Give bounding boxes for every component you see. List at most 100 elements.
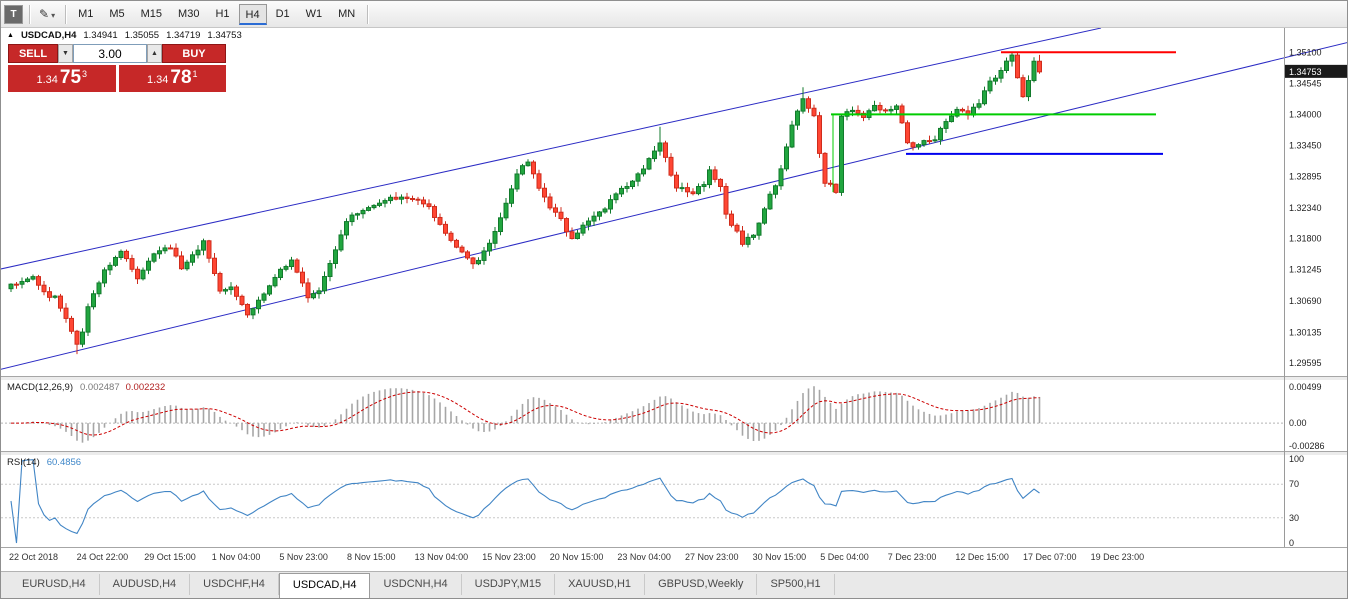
volume-increase-button[interactable]: ▲ bbox=[147, 44, 162, 63]
buy-button[interactable]: BUY bbox=[162, 44, 226, 63]
main-pane-svg[interactable]: 1.35100 1.34545 1.34000 1.33450 1.32895 1.323… bbox=[1, 28, 1348, 376]
timeframe-M15[interactable]: M15 bbox=[134, 4, 169, 25]
macd-axis-zero: 0.00 bbox=[1289, 418, 1307, 428]
timeframe-D1[interactable]: D1 bbox=[269, 4, 297, 25]
price-axis-label: 1.29595 bbox=[1289, 358, 1322, 368]
timeframe-buttons: M1 M5 M15 M30 H1 H4 D1 W1 MN bbox=[70, 1, 363, 28]
timeframe-MN[interactable]: MN bbox=[331, 4, 362, 25]
high-value: 1.35055 bbox=[124, 30, 160, 41]
macd-label: MACD(12,26,9) 0.002487 0.002232 bbox=[7, 382, 165, 393]
rsi-axis-label: 100 bbox=[1289, 455, 1304, 464]
time-label: 27 Nov 23:00 bbox=[685, 552, 739, 562]
time-label: 5 Nov 23:00 bbox=[279, 552, 328, 562]
pane-separator[interactable] bbox=[1, 376, 1347, 380]
tab-USDCHF,H4[interactable]: USDCHF,H4 bbox=[190, 574, 279, 595]
current-price-badge bbox=[1285, 64, 1347, 78]
toolbar-separator bbox=[29, 4, 30, 24]
macd-pane-svg[interactable]: 0.00499 0.00 -0.00286 bbox=[1, 380, 1348, 451]
low-value: 1.34719 bbox=[166, 30, 201, 41]
timeframe-H1[interactable]: H1 bbox=[208, 4, 236, 25]
drawing-tools-button[interactable]: ✎ ▾ bbox=[34, 5, 60, 24]
ask-pip-digit: 1 bbox=[192, 69, 198, 79]
close-value: 1.34753 bbox=[207, 30, 242, 41]
macd-axis-top: 0.00499 bbox=[1289, 382, 1322, 392]
bid-big-digits: 75 bbox=[59, 67, 82, 88]
chart-ohlc-header: ▲ USDCAD,H4 1.34941 1.35055 1.34719 1.34… bbox=[7, 30, 242, 41]
price-axis-label: 1.30690 bbox=[1289, 296, 1322, 306]
chart-bottom-line bbox=[1, 547, 1347, 548]
tab-USDJPY,M15[interactable]: USDJPY,M15 bbox=[462, 574, 556, 595]
rsi-label: RSI(14) 60.4856 bbox=[7, 457, 81, 468]
pane-separator[interactable] bbox=[1, 451, 1347, 455]
rsi-name: RSI(14) bbox=[7, 457, 40, 468]
price-axis-label: 1.33450 bbox=[1289, 140, 1322, 150]
time-label: 20 Nov 15:00 bbox=[549, 552, 604, 562]
rsi-line bbox=[10, 459, 1040, 544]
tab-GBPUSD,Weekly[interactable]: GBPUSD,Weekly bbox=[645, 574, 758, 595]
macd-histogram bbox=[15, 386, 1041, 443]
price-axis-label: 1.34000 bbox=[1289, 109, 1322, 119]
symbol-period-label: USDCAD,H4 bbox=[20, 30, 77, 41]
open-value: 1.34941 bbox=[83, 30, 118, 41]
price-axis-label: 1.30135 bbox=[1289, 327, 1322, 337]
price-axis-label: 1.34545 bbox=[1289, 79, 1322, 89]
sell-button[interactable]: SELL bbox=[8, 44, 58, 63]
volume-input[interactable] bbox=[73, 44, 147, 63]
time-label: 30 Nov 15:00 bbox=[752, 552, 807, 562]
ask-price-display[interactable]: 1.34 78 1 bbox=[118, 65, 226, 92]
price-axis-label: 1.31800 bbox=[1289, 233, 1322, 243]
time-label: 15 Nov 23:00 bbox=[482, 552, 536, 562]
tab-USDCNH,H4[interactable]: USDCNH,H4 bbox=[370, 574, 462, 595]
channel-lower[interactable] bbox=[1, 42, 1348, 370]
rsi-axis-label: 30 bbox=[1289, 513, 1299, 523]
time-label: 24 Oct 22:00 bbox=[76, 552, 129, 562]
rsi-axis-label: 0 bbox=[1289, 538, 1294, 547]
timeframe-W1[interactable]: W1 bbox=[299, 4, 330, 25]
rsi-pane-svg[interactable]: 100 70 30 0 bbox=[1, 455, 1348, 547]
pencil-icon: ✎ bbox=[39, 7, 50, 21]
timeframe-M5[interactable]: M5 bbox=[102, 4, 131, 25]
macd-axis-bottom: -0.00286 bbox=[1289, 441, 1325, 451]
timeframe-M30[interactable]: M30 bbox=[171, 4, 206, 25]
bid-prefix: 1.34 bbox=[36, 74, 58, 86]
timeframe-H4[interactable]: H4 bbox=[238, 3, 267, 25]
toolbar: T ✎ ▾ M1 M5 M15 M30 H1 H4 D1 W1 MN bbox=[1, 1, 1347, 28]
ask-big-digits: 78 bbox=[170, 67, 192, 88]
symbol-tabs: EURUSD,H4 AUDUSD,H4 USDCHF,H4 USDCAD,H4 USDC… bbox=[1, 571, 1347, 598]
time-label: 22 Oct 2018 bbox=[9, 552, 59, 562]
time-label: 5 Dec 04:00 bbox=[820, 552, 869, 562]
time-label: 1 Nov 04:00 bbox=[211, 552, 261, 562]
macd-signal-line bbox=[11, 391, 1040, 436]
time-label: 12 Dec 15:00 bbox=[955, 552, 1009, 562]
tab-EURUSD,H4[interactable]: EURUSD,H4 bbox=[9, 574, 100, 595]
tab-SP500,H1[interactable]: SP500,H1 bbox=[757, 574, 835, 595]
toolbar-separator bbox=[367, 4, 369, 24]
volume-decrease-button[interactable]: ▼ bbox=[58, 44, 73, 63]
timeframe-M1[interactable]: M1 bbox=[71, 4, 100, 25]
rsi-axis-label: 70 bbox=[1289, 479, 1299, 489]
price-axis-label: 1.32340 bbox=[1289, 203, 1322, 213]
time-label: 7 Dec 23:00 bbox=[887, 552, 937, 562]
current-price-badge-text: 1.34753 bbox=[1289, 67, 1322, 77]
chart-template-icon[interactable]: T bbox=[4, 4, 23, 24]
macd-name: MACD(12,26,9) bbox=[7, 382, 73, 393]
macd-value-2: 0.002232 bbox=[125, 382, 166, 393]
bid-price-display[interactable]: 1.34 75 3 bbox=[8, 65, 116, 92]
bid-pip-digit: 3 bbox=[82, 69, 88, 79]
toolbar-separator bbox=[65, 4, 67, 24]
time-label: 19 Dec 23:00 bbox=[1090, 552, 1145, 562]
rsi-value: 60.4856 bbox=[46, 457, 82, 468]
tab-USDCAD,H4[interactable]: USDCAD,H4 bbox=[278, 573, 371, 598]
price-axis-label: 1.35100 bbox=[1289, 47, 1322, 57]
one-click-trading-panel: SELL ▼ ▲ BUY 1.34 75 3 1.34 78 1 bbox=[8, 44, 226, 92]
candlesticks bbox=[8, 52, 1042, 355]
time-label: 17 Dec 07:00 bbox=[1023, 552, 1077, 562]
tab-AUDUSD,H4[interactable]: AUDUSD,H4 bbox=[100, 574, 191, 595]
time-label: 29 Oct 15:00 bbox=[144, 552, 196, 562]
tab-XAUUSD,H1[interactable]: XAUUSD,H1 bbox=[555, 574, 646, 595]
price-axis-label: 1.31245 bbox=[1289, 265, 1322, 275]
collapse-panel-icon[interactable]: ▲ bbox=[7, 32, 14, 39]
time-label: 13 Nov 04:00 bbox=[414, 552, 469, 562]
channel-upper[interactable] bbox=[1, 28, 1102, 270]
